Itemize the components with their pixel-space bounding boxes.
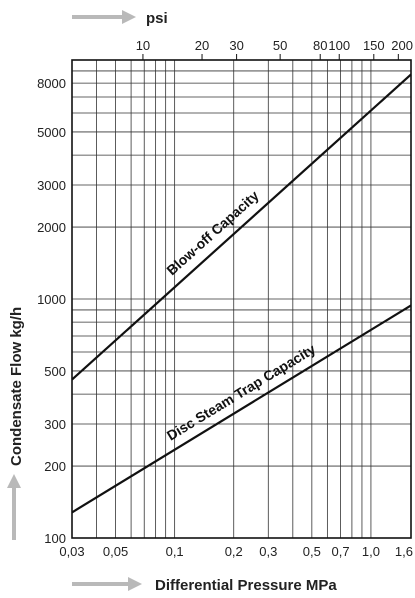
x-tick-labels: 0,03 0,05 0,1 0,2 0,3 0,5 0,7 1,0 1,6 bbox=[59, 544, 413, 559]
x-tick-label: 0,7 bbox=[331, 544, 349, 559]
psi-tick-label: 150 bbox=[363, 38, 385, 53]
y-tick-label: 300 bbox=[44, 417, 66, 432]
x-tick-label: 0,3 bbox=[259, 544, 277, 559]
psi-arrow-icon bbox=[72, 10, 136, 24]
y-axis-title: Condensate Flow kg/h bbox=[8, 307, 25, 466]
series-line bbox=[71, 304, 412, 514]
series-label: Disc Steam Trap Capacity bbox=[164, 341, 319, 444]
y-tick-label: 5000 bbox=[37, 125, 66, 140]
x-axis-title: Differential Pressure MPa bbox=[155, 577, 337, 594]
series-group: Blow-off Capacity Disc Steam Trap Capacit… bbox=[71, 73, 412, 514]
x-tick-label: 0,05 bbox=[103, 544, 128, 559]
x-tick-label: 1,6 bbox=[395, 544, 413, 559]
grid-lines bbox=[72, 60, 411, 538]
psi-tick-label: 80 bbox=[313, 38, 327, 53]
x-tick-label: 0,1 bbox=[166, 544, 184, 559]
y-tick-label: 1000 bbox=[37, 292, 66, 307]
y-tick-label: 100 bbox=[44, 531, 66, 546]
psi-tick-label: 100 bbox=[328, 38, 350, 53]
y-tick-label: 2000 bbox=[37, 220, 66, 235]
psi-tick-labels: 10 20 30 50 80 100 150 200 bbox=[136, 38, 413, 60]
psi-tick-label: 200 bbox=[391, 38, 413, 53]
x-tick-label: 0,5 bbox=[303, 544, 321, 559]
series-line bbox=[71, 73, 412, 381]
y-tick-label: 500 bbox=[44, 364, 66, 379]
plot-frame bbox=[71, 59, 412, 539]
y-tick-labels: 100 200 300 500 1000 2000 3000 5000 8000 bbox=[37, 76, 66, 546]
psi-tick-label: 20 bbox=[195, 38, 209, 53]
x-tick-label: 0,2 bbox=[225, 544, 243, 559]
psi-tick-label: 30 bbox=[229, 38, 243, 53]
psi-tick-label: 10 bbox=[136, 38, 150, 53]
x-tick-label: 0,03 bbox=[59, 544, 84, 559]
psi-axis-label: psi bbox=[146, 10, 168, 27]
y-tick-label: 200 bbox=[44, 459, 66, 474]
x-tick-label: 1,0 bbox=[362, 544, 380, 559]
x-axis-arrow-icon bbox=[72, 577, 142, 591]
psi-tick-label: 50 bbox=[273, 38, 287, 53]
series-label: Blow-off Capacity bbox=[163, 187, 262, 278]
y-axis-arrow-icon bbox=[7, 474, 21, 540]
y-tick-label: 3000 bbox=[37, 178, 66, 193]
y-tick-label: 8000 bbox=[37, 76, 66, 91]
